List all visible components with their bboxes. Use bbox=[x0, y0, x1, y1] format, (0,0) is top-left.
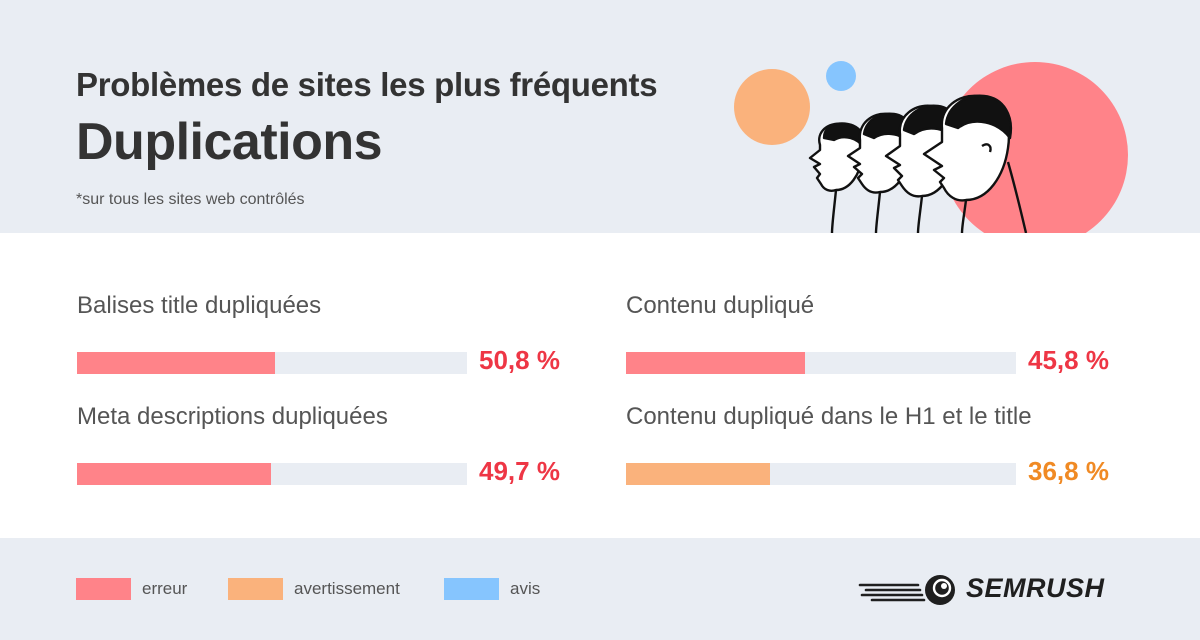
bar-value-label: 45,8 % bbox=[1028, 345, 1109, 375]
decor-orange-circle bbox=[734, 69, 810, 145]
bar-fill bbox=[77, 463, 271, 485]
bar-fill bbox=[626, 352, 805, 374]
bar-label: Meta descriptions dupliquées bbox=[77, 403, 388, 430]
chart-title: Problèmes de sites les plus fréquents bbox=[76, 66, 658, 103]
legend-swatch bbox=[76, 578, 131, 600]
decor-blue-circle bbox=[826, 61, 856, 91]
bar-track bbox=[77, 352, 467, 374]
footer: erreur avertissement avis SEMRUSH bbox=[0, 538, 1200, 640]
legend-label: erreur bbox=[142, 579, 188, 598]
bar-fill bbox=[626, 463, 770, 485]
people-profiles-illustration bbox=[734, 61, 1128, 233]
bar-item: Meta descriptions dupliquées 49,7 % bbox=[77, 403, 597, 493]
bar-item: Balises title dupliquées 50,8 % bbox=[77, 292, 597, 382]
header: Problèmes de sites les plus fréquents Du… bbox=[0, 0, 1200, 233]
semrush-fireball-icon bbox=[858, 575, 955, 605]
bar-track bbox=[626, 352, 1016, 374]
bar-value-label: 36,8 % bbox=[1028, 456, 1109, 486]
chart-note: *sur tous les sites web contrôlés bbox=[76, 191, 305, 208]
bar-label: Contenu dupliqué bbox=[626, 292, 815, 319]
semrush-wordmark: SEMRUSH bbox=[966, 573, 1105, 603]
legend-swatch bbox=[228, 578, 283, 600]
bar-label: Contenu dupliqué dans le H1 et le title bbox=[626, 403, 1032, 430]
bar-item: Contenu dupliqué 45,8 % bbox=[626, 292, 1146, 382]
bar-label: Balises title dupliquées bbox=[77, 292, 322, 319]
bar-track bbox=[77, 463, 467, 485]
bar-item: Contenu dupliqué dans le H1 et le title … bbox=[626, 403, 1146, 493]
bar-track bbox=[626, 463, 1016, 485]
legend-label: avertissement bbox=[294, 579, 400, 598]
semrush-logo: SEMRUSH bbox=[858, 571, 1118, 607]
legend-label: avis bbox=[510, 579, 541, 598]
people-profiles-icon bbox=[808, 94, 1028, 233]
chart-area: Balises title dupliquées 50,8 % Meta des… bbox=[0, 233, 1200, 538]
bar-fill bbox=[77, 352, 276, 374]
bar-value-label: 49,7 % bbox=[479, 456, 560, 486]
bar-value-label: 50,8 % bbox=[479, 345, 560, 375]
chart-subtitle: Duplications bbox=[76, 113, 383, 171]
legend-swatch bbox=[444, 578, 499, 600]
